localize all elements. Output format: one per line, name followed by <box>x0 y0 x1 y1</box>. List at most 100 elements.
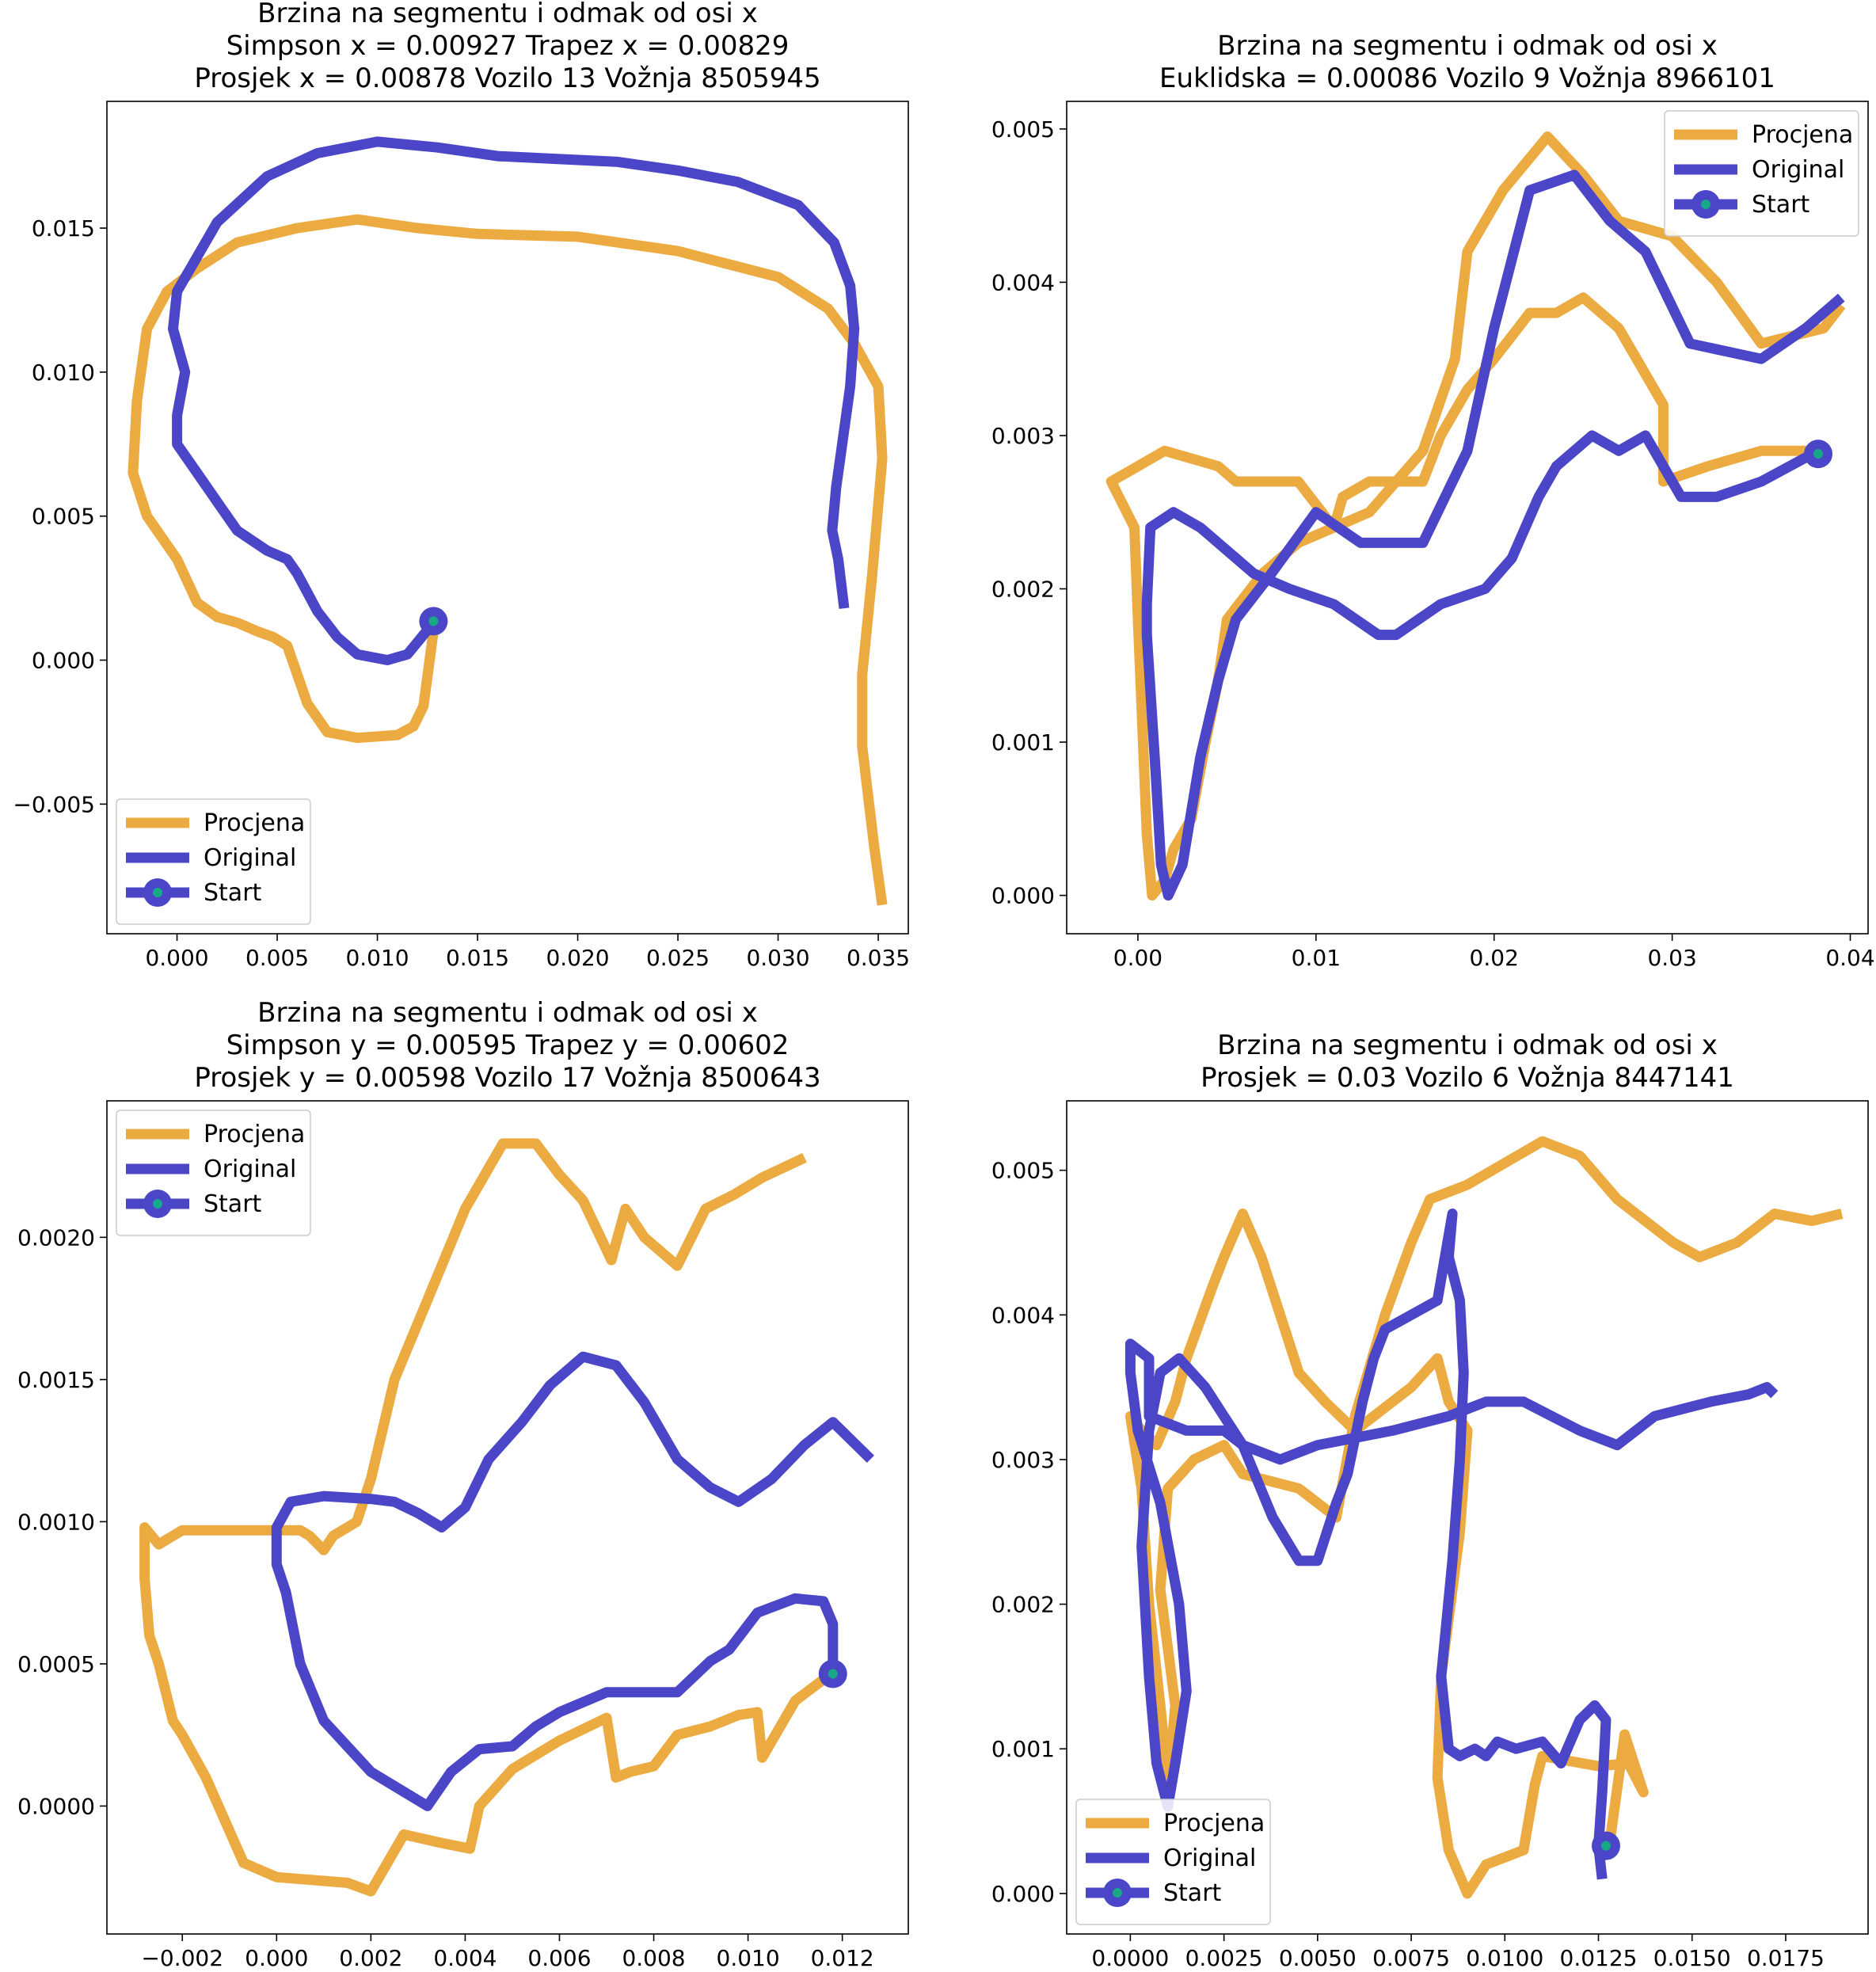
chart-title-line: Prosjek y = 0.00598 Vozilo 17 Vožnja 850… <box>194 1062 820 1094</box>
legend-start-marker-center <box>153 888 162 897</box>
series-line-procjena <box>127 214 888 906</box>
legend-label: Original <box>204 1155 296 1183</box>
x-tick-label: 0.0150 <box>1653 1945 1731 1971</box>
x-tick-label: 0.000 <box>145 945 208 971</box>
axes-frame <box>1066 1100 1869 1935</box>
series-line-original <box>1124 1209 1779 1880</box>
chart-title-line: Brzina na segmentu i odmak od osi x <box>257 997 758 1029</box>
x-tick-label: 0.008 <box>622 1945 685 1971</box>
y-tick-label: 0.003 <box>991 1447 1055 1473</box>
y-tick-label: 0.015 <box>32 215 95 242</box>
x-tick-label: 0.025 <box>646 945 710 971</box>
x-tick-label: 0.005 <box>245 945 309 971</box>
legend: Procjena Original Start <box>116 798 311 925</box>
legend-start-marker-center <box>153 1199 162 1209</box>
y-tick-label: 0.001 <box>991 729 1055 756</box>
x-tick-label: 0.010 <box>717 1945 780 1971</box>
y-tick-label: 0.005 <box>991 116 1055 143</box>
legend-label: Procjena <box>204 1121 305 1148</box>
y-tick-label: 0.002 <box>991 577 1055 603</box>
y-tick-label: 0.004 <box>991 1302 1055 1328</box>
x-tick-label: 0.012 <box>811 1945 874 1971</box>
legend-label: Start <box>204 1190 262 1218</box>
legend-start-marker-center <box>1113 1888 1122 1898</box>
chart-title-line: Brzina na segmentu i odmak od osi x <box>1217 1030 1718 1061</box>
legend-label: Start <box>204 879 262 907</box>
x-tick-label: 0.015 <box>446 945 509 971</box>
legend-label: Start <box>1163 1879 1222 1907</box>
x-tick-label: 0.01 <box>1292 945 1341 971</box>
x-tick-label: 0.03 <box>1647 945 1696 971</box>
axes-frame <box>106 101 909 935</box>
series-line-procjena <box>1124 1136 1844 1899</box>
chart-title-line: Brzina na segmentu i odmak od osi x <box>257 0 758 29</box>
x-tick-label: 0.004 <box>433 1945 497 1971</box>
x-tick-label: 0.0100 <box>1466 1945 1543 1971</box>
y-tick-label: 0.000 <box>991 1881 1055 1907</box>
legend-label: Procjena <box>1752 121 1853 149</box>
legend: Procjena Original Start <box>116 1110 311 1236</box>
y-tick-label: 0.005 <box>991 1158 1055 1184</box>
legend-label: Procjena <box>1163 1810 1265 1837</box>
series-line-original <box>168 136 860 665</box>
y-tick-label: 0.0010 <box>17 1509 95 1535</box>
x-tick-label: −0.002 <box>141 1945 223 1971</box>
legend-label: Original <box>1752 156 1844 184</box>
legend-start-marker-center <box>1701 200 1710 209</box>
x-tick-label: 0.035 <box>847 945 910 971</box>
y-tick-label: 0.000 <box>32 648 95 674</box>
y-tick-label: 0.0015 <box>17 1367 95 1393</box>
y-tick-label: 0.0020 <box>17 1224 95 1251</box>
y-tick-label: 0.004 <box>991 269 1055 295</box>
x-tick-label: 0.002 <box>339 1945 402 1971</box>
chart-title-line: Simpson y = 0.00595 Trapez y = 0.00602 <box>226 1030 790 1061</box>
chart-title-line: Simpson x = 0.00927 Trapez x = 0.00829 <box>226 30 790 62</box>
x-tick-label: 0.0075 <box>1372 1945 1450 1971</box>
x-tick-label: 0.0025 <box>1185 1945 1263 1971</box>
y-tick-label: 0.000 <box>991 883 1055 909</box>
legend-label: Start <box>1752 191 1810 219</box>
chart-title-line: Euklidska = 0.00086 Vozilo 9 Vožnja 8966… <box>1159 63 1775 94</box>
start-marker-center <box>428 616 439 626</box>
x-tick-label: 0.00 <box>1113 945 1163 971</box>
y-tick-label: 0.0000 <box>17 1793 95 1819</box>
x-tick-label: 0.020 <box>546 945 609 971</box>
chart-title-line: Prosjek x = 0.00878 Vozilo 13 Vožnja 850… <box>194 63 820 94</box>
y-tick-label: 0.005 <box>32 504 95 530</box>
start-marker-center <box>828 1669 838 1679</box>
x-tick-label: 0.0050 <box>1279 1945 1357 1971</box>
chart-panel-4: Brzina na segmentu i odmak od osi xProsj… <box>991 1030 1869 1971</box>
y-tick-label: 0.003 <box>991 423 1055 449</box>
legend-label: Original <box>204 844 296 872</box>
chart-panel-1: Brzina na segmentu i odmak od osi xSimps… <box>13 0 910 971</box>
legend: Procjena Original Start <box>1664 110 1859 237</box>
series-line-procjena <box>1105 131 1846 901</box>
x-tick-label: 0.006 <box>527 1945 591 1971</box>
series-line-procjena <box>139 1138 836 1897</box>
legend: Procjena Original Start <box>1075 1799 1271 1925</box>
legend-label: Original <box>1163 1844 1256 1872</box>
x-tick-label: 0.0175 <box>1747 1945 1825 1971</box>
chart-panel-2: Brzina na segmentu i odmak od osi xEukli… <box>991 30 1875 971</box>
y-tick-label: −0.005 <box>13 791 95 817</box>
legend-label: Procjena <box>204 809 305 837</box>
axes-frame <box>106 1100 909 1935</box>
chart-panel-3: Brzina na segmentu i odmak od osi xSimps… <box>17 997 909 1971</box>
chart-title-line: Prosjek = 0.03 Vozilo 6 Vožnja 8447141 <box>1201 1062 1734 1094</box>
x-tick-label: 0.0125 <box>1560 1945 1638 1971</box>
y-tick-label: 0.001 <box>991 1736 1055 1762</box>
x-tick-label: 0.04 <box>1825 945 1874 971</box>
axes-frame <box>1066 101 1869 935</box>
series-line-original <box>1141 169 1845 901</box>
x-tick-label: 0.030 <box>746 945 809 971</box>
x-tick-label: 0.02 <box>1470 945 1519 971</box>
start-marker-center <box>1600 1841 1611 1851</box>
x-tick-label: 0.000 <box>245 1945 308 1971</box>
y-tick-label: 0.010 <box>32 360 95 386</box>
start-marker-center <box>1813 449 1824 459</box>
x-tick-label: 0.010 <box>345 945 409 971</box>
series-line-original <box>271 1351 874 1811</box>
y-tick-label: 0.0005 <box>17 1651 95 1677</box>
chart-title-line: Brzina na segmentu i odmak od osi x <box>1217 30 1718 62</box>
